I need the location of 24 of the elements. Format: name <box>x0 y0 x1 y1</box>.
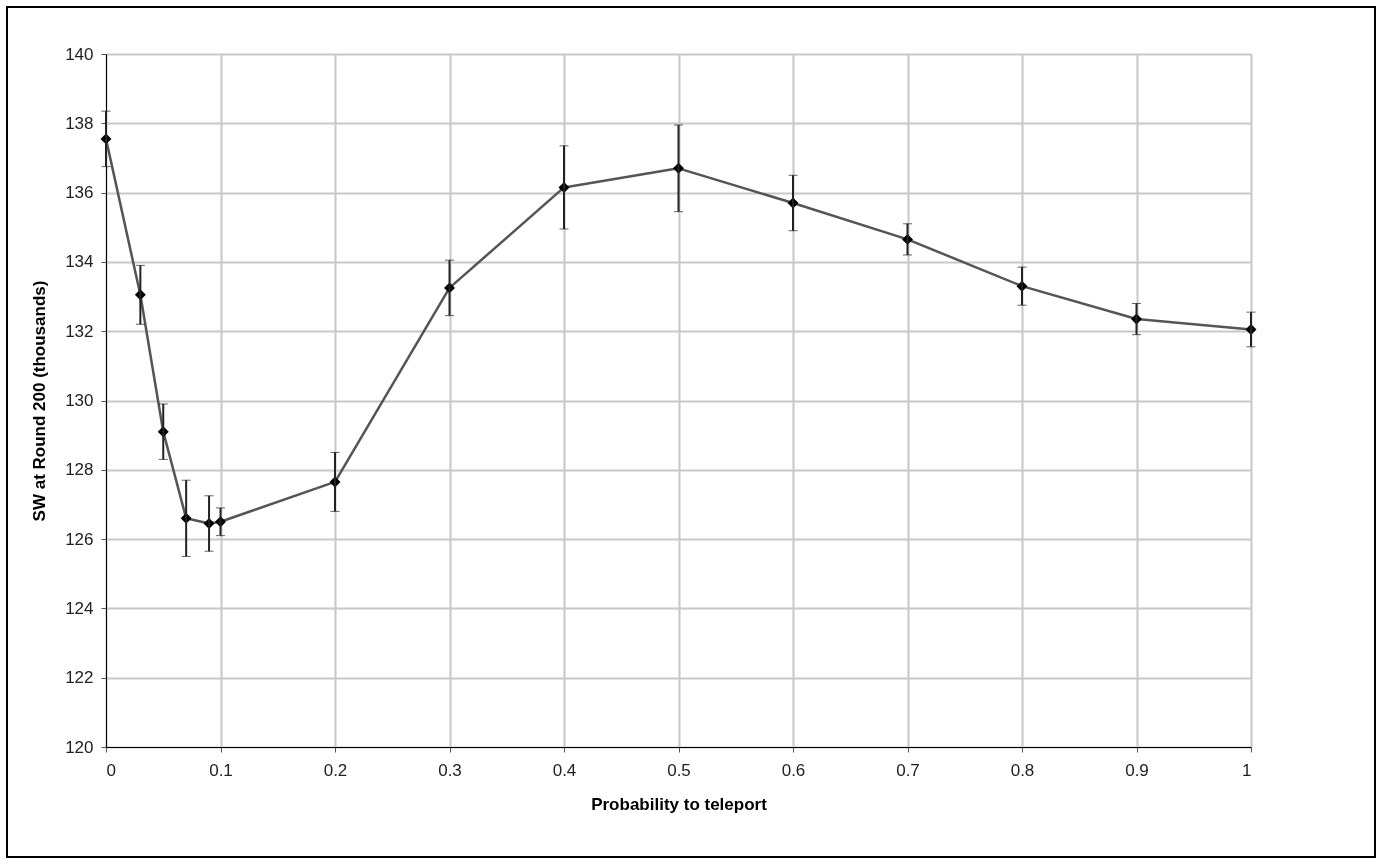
x-tick-label: 0.4 <box>552 760 577 780</box>
y-tick-label: 124 <box>65 598 94 618</box>
y-tick-label: 130 <box>65 391 94 410</box>
x-tick-label: 0.8 <box>1010 760 1035 780</box>
x-tick-label: 0.9 <box>1125 760 1149 780</box>
y-tick-label: 126 <box>65 529 94 549</box>
y-axis-title: SW at Round 200 (thousands) <box>30 280 50 522</box>
x-tick-label: 0.3 <box>438 760 462 780</box>
y-tick-label: 136 <box>65 183 94 203</box>
x-tick-label: 0.6 <box>781 760 806 780</box>
y-tick-label: 120 <box>65 737 94 757</box>
y-tick-label: 138 <box>65 113 94 133</box>
x-tick-label: 0.5 <box>667 760 691 780</box>
y-tick-label: 132 <box>65 321 94 341</box>
x-tick-label: 0.2 <box>323 760 348 780</box>
x-tick-label: 0.7 <box>896 760 920 780</box>
x-tick-label: 0.1 <box>209 760 233 780</box>
y-tick-label: 128 <box>65 460 94 480</box>
x-tick-label: 0 <box>106 760 116 780</box>
y-tick-label: 122 <box>65 668 94 688</box>
y-tick-label: 134 <box>65 252 94 272</box>
y-tick-label: 140 <box>65 44 94 64</box>
x-tick-label: 1 <box>1242 760 1252 780</box>
x-axis-title: Probability to teleport <box>591 794 768 814</box>
